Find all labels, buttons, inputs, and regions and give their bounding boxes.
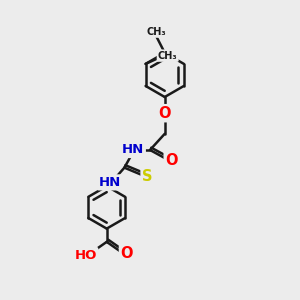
Text: CH₃: CH₃ [147,27,166,37]
Text: S: S [142,169,153,184]
Text: HO: HO [74,249,97,262]
Text: CH₃: CH₃ [158,51,178,61]
Text: O: O [165,153,178,168]
Text: O: O [121,246,133,261]
Text: HN: HN [122,143,144,157]
Text: O: O [158,106,171,121]
Text: HN: HN [98,176,121,189]
